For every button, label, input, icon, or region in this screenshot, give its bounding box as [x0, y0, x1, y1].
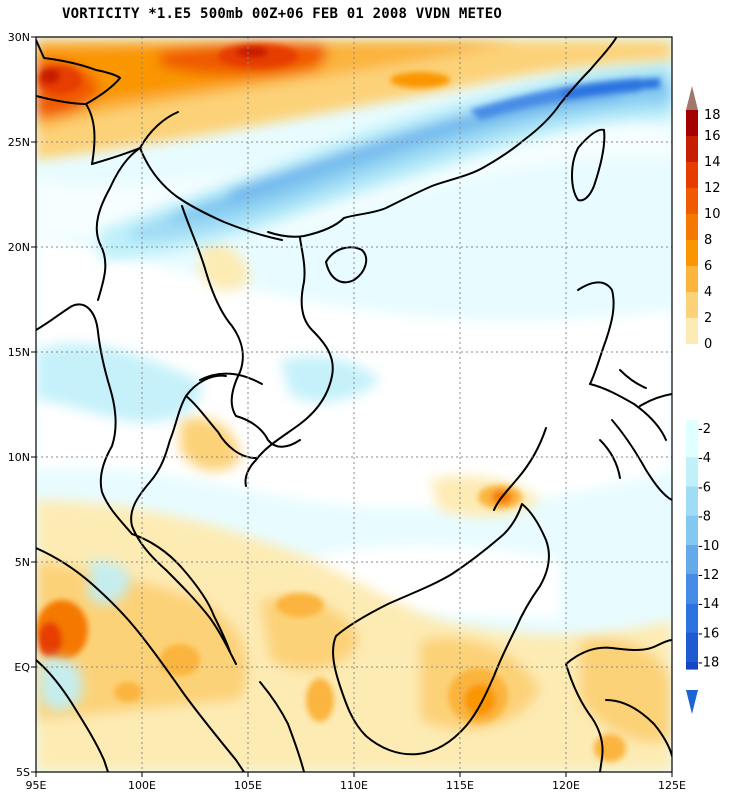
legend-swatch: [686, 318, 698, 344]
legend-label: 10: [704, 207, 721, 222]
legend-label: -10: [698, 539, 719, 554]
legend-label: -14: [698, 597, 719, 612]
legend-negative-scale: -2 -4 -6 -8 -10 -12 -14 -16 -18: [686, 420, 719, 671]
legend-swatch: [686, 661, 698, 670]
shaded-field: [36, 37, 672, 772]
legend-label: 12: [704, 181, 721, 196]
legend-swatch: [686, 136, 698, 162]
legend-swatch: [686, 266, 698, 292]
legend-swatch: [686, 486, 698, 516]
legend-swatch: [686, 603, 698, 633]
legend-label: 16: [704, 129, 721, 144]
legend-swatch: [686, 162, 698, 188]
coastlines: [36, 37, 672, 772]
lon-label: 100E: [128, 779, 156, 792]
legend-swatch: [686, 632, 698, 662]
legend-label: 0: [704, 337, 712, 352]
lat-label: 15N: [8, 346, 30, 359]
legend-swatch: [686, 292, 698, 318]
legend-label: -8: [698, 510, 711, 525]
legend-label: -6: [698, 480, 711, 495]
legend-bottom-arrow-icon: [686, 690, 698, 714]
lat-label: EQ: [14, 661, 30, 674]
legend-swatch: [686, 420, 698, 458]
legend-swatch: [686, 110, 698, 136]
lat-label: 30N: [8, 31, 30, 44]
lat-label: 25N: [8, 136, 30, 149]
lat-label: 20N: [8, 241, 30, 254]
lon-label: 115E: [446, 779, 474, 792]
lon-label: 125E: [658, 779, 686, 792]
color-legend: 18 16 14 12 10 8 6 4 2 0 -2 -4 -6 -8 -10 -12 -14 -16 -18: [686, 86, 721, 714]
legend-label: -12: [698, 568, 719, 583]
gridlines: [36, 37, 672, 772]
lon-label: 95E: [26, 779, 47, 792]
lat-label: 5S: [16, 766, 30, 779]
legend-label: 4: [704, 285, 712, 300]
lon-label: 110E: [340, 779, 368, 792]
legend-top-arrow-icon: [686, 86, 698, 110]
axis-ticks: [31, 36, 673, 777]
legend-label: 2: [704, 311, 712, 326]
legend-label: -16: [698, 626, 719, 641]
legend-label: 8: [704, 233, 712, 248]
lon-label: 120E: [552, 779, 580, 792]
legend-swatch: [686, 188, 698, 214]
legend-label: 18: [704, 108, 721, 123]
legend-label: -4: [698, 451, 711, 466]
legend-swatch: [686, 544, 698, 574]
legend-swatch: [686, 240, 698, 266]
legend-swatch: [686, 515, 698, 545]
legend-label: 14: [704, 155, 721, 170]
legend-label: -18: [698, 656, 719, 671]
legend-label: 6: [704, 259, 712, 274]
legend-swatch: [686, 214, 698, 240]
legend-swatch: [686, 457, 698, 487]
chart-title: VORTICITY *1.E5 500mb 00Z+06 FEB 01 2008…: [62, 6, 503, 22]
legend-positive-scale: 18 16 14 12 10 8 6 4 2 0: [686, 108, 721, 352]
lon-label: 105E: [234, 779, 262, 792]
legend-label: -2: [698, 422, 711, 437]
longitude-labels: 95E 100E 105E 110E 115E 120E 125E: [26, 779, 686, 792]
lat-label: 5N: [15, 556, 30, 569]
latitude-labels: 30N 25N 20N 15N 10N 5N EQ 5S: [8, 31, 31, 779]
legend-swatch: [686, 574, 698, 604]
lat-label: 10N: [8, 451, 30, 464]
